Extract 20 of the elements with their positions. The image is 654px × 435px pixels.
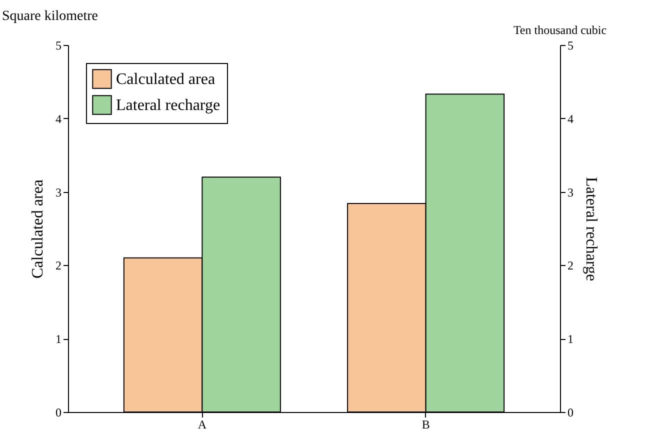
y2-tick-label: 0	[568, 406, 574, 420]
y-tick-label: 2	[56, 258, 62, 273]
legend-label: Lateral recharge	[116, 97, 220, 114]
x-tick-label: B	[422, 418, 430, 432]
y2-tick-label: 5	[568, 38, 574, 52]
y-axis-title: Calculated area	[30, 179, 46, 279]
y-tick-label: 0	[56, 406, 62, 420]
y2-tick-label: 2	[568, 258, 574, 273]
y-tick-label: 3	[56, 185, 62, 200]
x-tick-label: A	[198, 418, 207, 432]
y2-tick-label: 3	[568, 185, 574, 200]
y-tick-label: 5	[56, 38, 62, 52]
y2-axis-title: Lateral recharge	[582, 176, 600, 282]
text: Ten thousand cubic	[513, 23, 607, 37]
y-tick-label: 1	[56, 332, 62, 346]
text: Square kilometre	[2, 9, 98, 24]
y-tick-label: 4	[56, 112, 62, 126]
y2-tick-label: 4	[568, 112, 574, 126]
y2-tick-label: 1	[568, 332, 574, 346]
legend-label: Calculated area	[116, 71, 216, 88]
